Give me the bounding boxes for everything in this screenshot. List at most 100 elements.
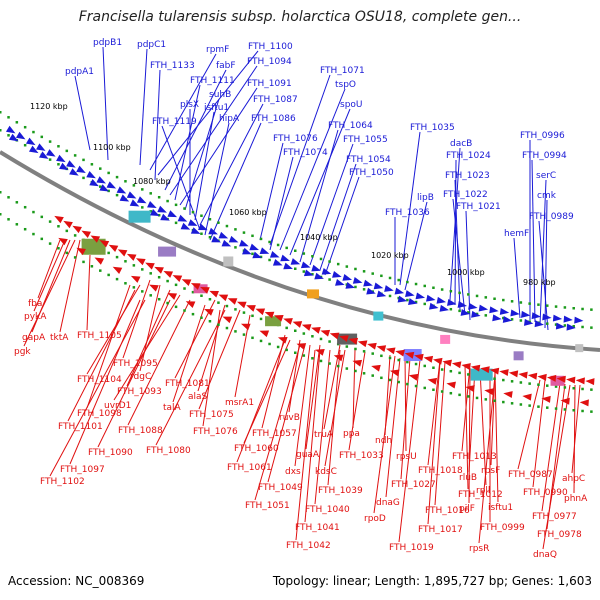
- tick-dot: [502, 316, 505, 320]
- reverse-leader-line: [573, 384, 576, 494]
- tick-dot: [467, 293, 470, 296]
- tick-dot: [354, 267, 357, 271]
- tick-dot: [115, 193, 119, 197]
- forward-gene-arrow: [38, 151, 49, 159]
- reverse-leader-line: [468, 367, 471, 504]
- forward-leader-line: [309, 143, 354, 266]
- reverse-gene-label: FTH_1042: [286, 541, 331, 551]
- tick-dot: [572, 306, 575, 310]
- tick-dot: [124, 260, 127, 263]
- forward-leader-line: [74, 75, 91, 151]
- reverse-gene-arrow: [537, 373, 547, 381]
- tick-dot: [285, 348, 288, 352]
- reverse-gene-arrow: [54, 215, 64, 224]
- reverse-gene-label: FTH_1039: [318, 486, 363, 496]
- reverse-gene-arrow: [541, 395, 551, 403]
- reverse-gene-arrow: [204, 309, 214, 316]
- tick-dot: [388, 294, 392, 298]
- forward-gene-arrow: [531, 312, 541, 320]
- reverse-gene-label: FTH_1102: [40, 477, 85, 487]
- reverse-gene-label: FTH_1040: [305, 505, 350, 515]
- forward-gene-label: FTH_1100: [248, 42, 293, 52]
- forward-gene-arrow: [290, 258, 301, 265]
- tick-dot: [225, 326, 229, 330]
- reverse-gene-label: FTH_1012: [458, 490, 503, 500]
- forward-gene-arrow: [228, 235, 239, 243]
- forward-gene-label: suhB: [209, 90, 231, 100]
- tick-dot: [65, 229, 69, 233]
- reverse-gene-label: FTH_1016: [425, 506, 470, 516]
- reverse-gene-arrow: [311, 327, 321, 334]
- reverse-gene-label: rluB: [459, 473, 477, 483]
- tick-dot: [319, 359, 323, 363]
- tick-dot: [423, 386, 426, 390]
- reverse-gene-arrow: [329, 332, 340, 340]
- tick-dot: [115, 255, 119, 259]
- reverse-gene-arrow: [566, 376, 576, 384]
- scale-label: 1020 kbp: [371, 251, 409, 260]
- reverse-gene-arrow: [579, 399, 589, 407]
- forward-leader-line: [319, 163, 357, 271]
- forward-gene-arrow: [283, 262, 293, 270]
- reverse-leader-line: [49, 299, 146, 477]
- tick-dot: [406, 298, 409, 302]
- forward-leader-line: [154, 69, 161, 181]
- forward-leader-line: [164, 69, 227, 191]
- forward-gene-arrow: [373, 282, 384, 290]
- reverse-leader-line: [86, 284, 131, 409]
- forward-gene-label: FTH_1094: [247, 57, 292, 67]
- tick-dot: [48, 220, 52, 223]
- forward-gene-arrow: [35, 143, 46, 151]
- feature-block: [128, 210, 151, 223]
- forward-gene-arrow: [76, 165, 86, 173]
- tick-dot: [132, 184, 136, 187]
- tick-dot: [414, 300, 418, 304]
- reverse-gene-arrow: [480, 366, 490, 374]
- forward-leader-line: [399, 131, 421, 286]
- reverse-gene-label: phnA: [564, 494, 588, 504]
- reverse-gene-arrow: [301, 324, 312, 331]
- tick-dot: [458, 393, 461, 397]
- reverse-gene-label: FTH_1061: [227, 463, 272, 473]
- reverse-gene-arrow: [292, 321, 303, 328]
- reverse-gene-arrow: [283, 318, 293, 325]
- tick-dot: [73, 256, 77, 259]
- tick-dot: [519, 301, 523, 304]
- tick-dot: [208, 235, 212, 239]
- forward-gene-arrow: [489, 306, 499, 314]
- tick-dot: [48, 158, 52, 161]
- forward-gene-arrow: [180, 222, 191, 230]
- forward-leader-line: [544, 199, 548, 329]
- reverse-gene-arrow: [404, 351, 415, 359]
- tick-dot: [458, 309, 461, 313]
- feature-block: [373, 311, 384, 321]
- tick-dot: [268, 342, 271, 346]
- forward-gene-arrow: [252, 251, 262, 259]
- forward-gene-arrow: [126, 191, 137, 199]
- tick-dot: [259, 237, 263, 241]
- reverse-gene-arrow: [518, 371, 528, 379]
- tick-dot: [432, 366, 435, 370]
- tick-dot: [242, 231, 246, 234]
- tick-dot: [554, 323, 558, 326]
- feature-block: [223, 256, 234, 267]
- reverse-gene-arrow: [432, 357, 443, 365]
- tick-dot: [259, 317, 263, 321]
- tick-dot: [397, 380, 400, 384]
- reverse-gene-arrow: [63, 220, 73, 229]
- reverse-gene-label: FTH_1049: [258, 483, 303, 493]
- forward-leader-line: [449, 147, 461, 301]
- tick-dot: [362, 350, 366, 353]
- forward-gene-label: pdpC1: [137, 40, 166, 50]
- reverse-gene-arrow: [126, 253, 137, 261]
- tick-dot: [40, 215, 44, 219]
- reverse-leader-line: [404, 354, 407, 452]
- forward-gene-arrow: [89, 178, 99, 187]
- tick-dot: [200, 214, 203, 217]
- tick-dot: [581, 409, 584, 413]
- reverse-gene-label: pilF: [459, 504, 475, 514]
- forward-leader-line: [531, 159, 536, 323]
- leader-lines: [23, 46, 581, 550]
- tick-dot: [302, 354, 306, 357]
- reverse-gene-arrow: [76, 247, 86, 256]
